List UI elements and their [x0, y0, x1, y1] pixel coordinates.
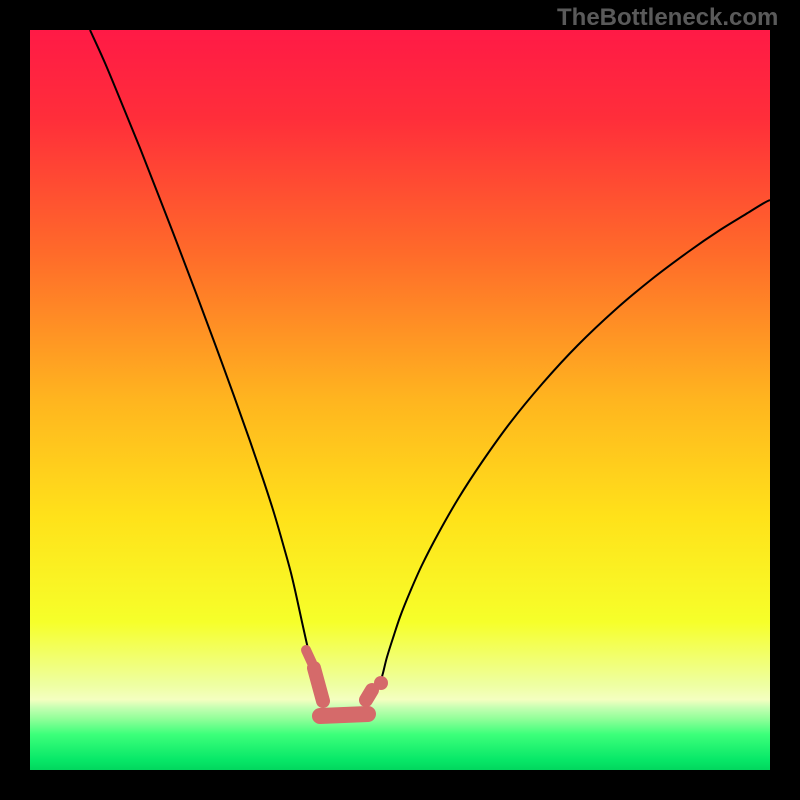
gradient-background: [30, 30, 770, 770]
coral-dot: [374, 676, 388, 690]
watermark-text: TheBottleneck.com: [557, 4, 778, 32]
coral-left-cap: [314, 668, 323, 701]
chart-plot: [30, 30, 770, 770]
coral-right-cap: [366, 690, 372, 700]
coral-bottom: [320, 714, 368, 716]
coral-left-spur: [306, 650, 312, 663]
